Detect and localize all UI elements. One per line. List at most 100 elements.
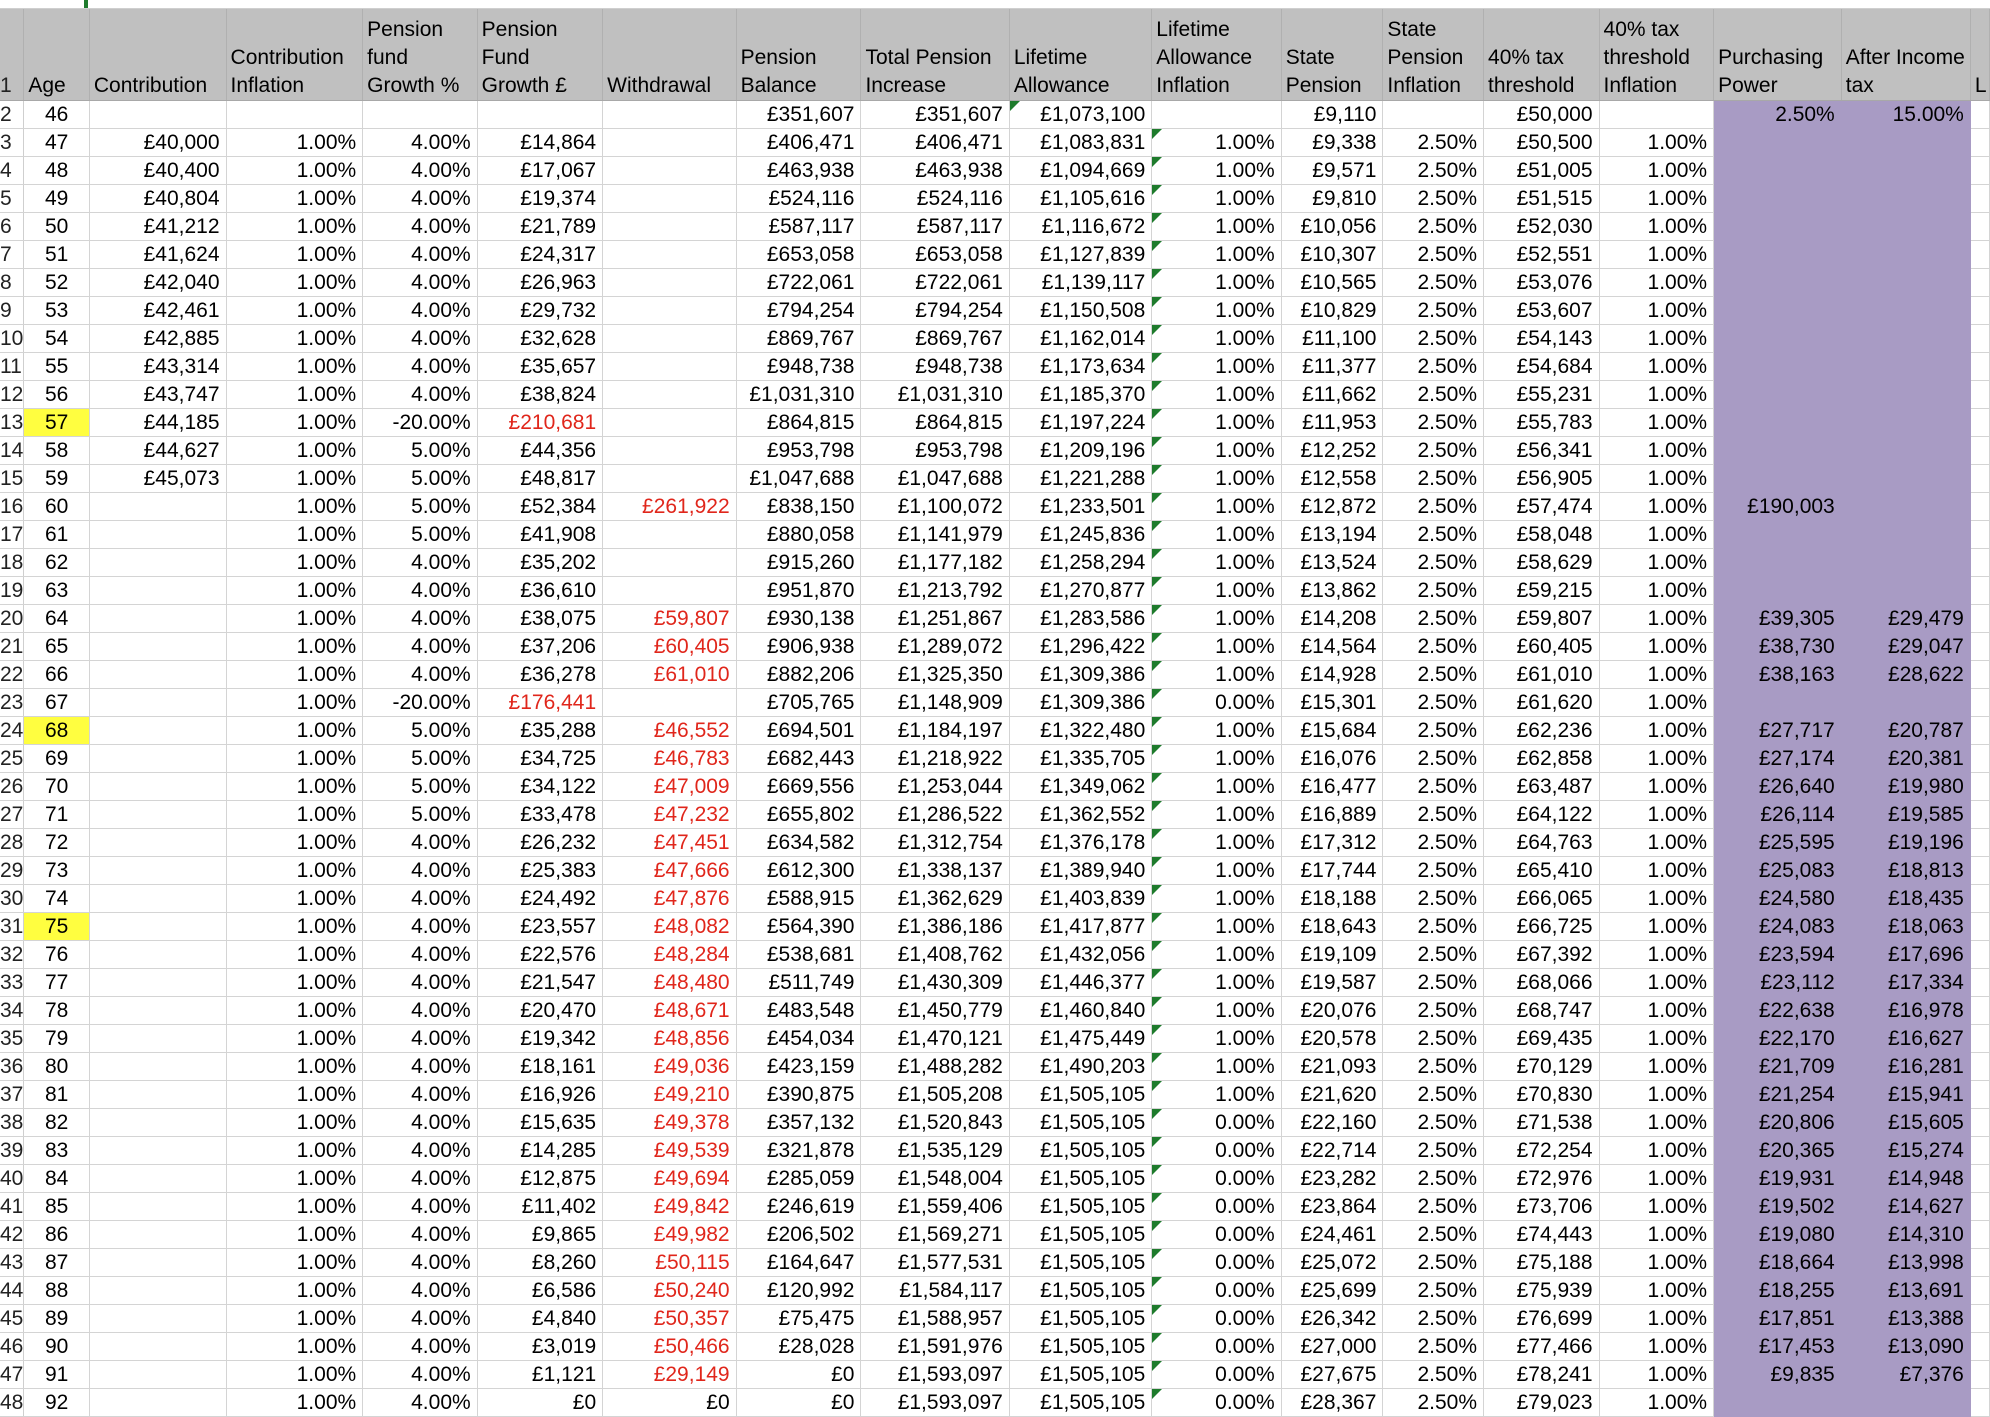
- cell-lifetime-allowance[interactable]: £1,505,105: [1009, 1248, 1153, 1277]
- cell-purchasing-power[interactable]: £18,255: [1713, 1276, 1842, 1305]
- cell-purchasing-power[interactable]: £24,580: [1713, 884, 1842, 913]
- cell-total-pension-increase[interactable]: £1,535,129: [860, 1136, 1010, 1165]
- cell-state-pension-inflation[interactable]: 2.50%: [1382, 576, 1485, 605]
- cell-pension-balance[interactable]: £951,870: [736, 576, 862, 605]
- cell-contribution-inflation[interactable]: 1.00%: [226, 940, 364, 969]
- cell-fund-growth-gbp[interactable]: £15,635: [477, 1108, 604, 1137]
- cell-total-pension-increase[interactable]: £1,338,137: [860, 856, 1010, 885]
- cell-age[interactable]: 71: [23, 800, 90, 829]
- cell-lifetime-allowance[interactable]: £1,389,940: [1009, 856, 1153, 885]
- cell-contribution[interactable]: [89, 912, 227, 941]
- cell-pension-balance[interactable]: £880,058: [736, 520, 862, 549]
- cell-contribution-inflation[interactable]: 1.00%: [226, 324, 364, 353]
- cell-state-pension-inflation[interactable]: 2.50%: [1382, 324, 1485, 353]
- cell-total-pension-increase[interactable]: £1,325,350: [860, 660, 1010, 689]
- cell-fund-growth-pct[interactable]: 4.00%: [362, 128, 478, 157]
- cell-lifetime-allowance[interactable]: £1,270,877: [1009, 576, 1153, 605]
- row-number[interactable]: 30: [0, 884, 25, 913]
- cell-purchasing-power[interactable]: [1713, 296, 1842, 325]
- cell-contribution[interactable]: £41,624: [89, 240, 227, 269]
- cell-withdrawal[interactable]: £50,115: [602, 1248, 737, 1277]
- row-number[interactable]: 6: [0, 212, 25, 241]
- cell-tax-threshold-inflation[interactable]: 1.00%: [1599, 1388, 1715, 1417]
- cell-pension-balance[interactable]: £705,765: [736, 688, 862, 717]
- cell-tax-threshold[interactable]: £59,215: [1483, 576, 1600, 605]
- cell-pension-balance[interactable]: £1,031,310: [736, 380, 862, 409]
- cell-tax-threshold[interactable]: £79,023: [1483, 1388, 1600, 1417]
- cell-lifetime-allowance-inflation[interactable]: 1.00%: [1151, 1080, 1282, 1109]
- cell-pension-balance[interactable]: £0: [736, 1360, 862, 1389]
- cell-total-pension-increase[interactable]: £653,058: [860, 240, 1010, 269]
- cell-extra[interactable]: [1970, 1332, 1990, 1361]
- cell-lifetime-allowance-inflation[interactable]: 1.00%: [1151, 212, 1282, 241]
- row-number[interactable]: 8: [0, 268, 25, 297]
- cell-lifetime-allowance-inflation[interactable]: 1.00%: [1151, 380, 1282, 409]
- cell-withdrawal[interactable]: [602, 240, 737, 269]
- cell-withdrawal[interactable]: £61,010: [602, 660, 737, 689]
- cell-contribution-inflation[interactable]: 1.00%: [226, 1388, 364, 1417]
- row-number[interactable]: 22: [0, 660, 25, 689]
- cell-state-pension-inflation[interactable]: 2.50%: [1382, 520, 1485, 549]
- row-number[interactable]: 46: [0, 1332, 25, 1361]
- cell-fund-growth-gbp[interactable]: £25,383: [477, 856, 604, 885]
- cell-withdrawal[interactable]: £47,451: [602, 828, 737, 857]
- cell-lifetime-allowance-inflation[interactable]: 0.00%: [1151, 1304, 1282, 1333]
- cell-purchasing-power[interactable]: [1713, 520, 1842, 549]
- cell-purchasing-power[interactable]: [1713, 352, 1842, 381]
- cell-after-income-tax[interactable]: £14,948: [1841, 1164, 1971, 1193]
- cell-extra[interactable]: [1970, 324, 1990, 353]
- cell-purchasing-power[interactable]: £19,502: [1713, 1192, 1842, 1221]
- cell-purchasing-power[interactable]: [1713, 436, 1842, 465]
- cell-age[interactable]: 47: [23, 128, 90, 157]
- cell-pension-balance[interactable]: £28,028: [736, 1332, 862, 1361]
- cell-age[interactable]: 79: [23, 1024, 90, 1053]
- cell-after-income-tax[interactable]: [1841, 548, 1971, 577]
- cell-contribution-inflation[interactable]: 1.00%: [226, 576, 364, 605]
- cell-fund-growth-gbp[interactable]: £24,317: [477, 240, 604, 269]
- cell-purchasing-power[interactable]: £38,730: [1713, 632, 1842, 661]
- column-header-lifetime-allowance[interactable]: Lifetime Allowance: [1009, 0, 1153, 101]
- cell-lifetime-allowance[interactable]: £1,505,105: [1009, 1080, 1153, 1109]
- cell-tax-threshold-inflation[interactable]: 1.00%: [1599, 1332, 1715, 1361]
- cell-tax-threshold[interactable]: £68,747: [1483, 996, 1600, 1025]
- cell-pension-balance[interactable]: £882,206: [736, 660, 862, 689]
- cell-age[interactable]: 78: [23, 996, 90, 1025]
- cell-age[interactable]: 92: [23, 1388, 90, 1417]
- cell-age[interactable]: 81: [23, 1080, 90, 1109]
- cell-after-income-tax[interactable]: £14,627: [1841, 1192, 1971, 1221]
- cell-tax-threshold[interactable]: £60,405: [1483, 632, 1600, 661]
- cell-state-pension[interactable]: £19,587: [1281, 968, 1384, 997]
- cell-total-pension-increase[interactable]: £1,251,867: [860, 604, 1010, 633]
- cell-withdrawal[interactable]: £49,694: [602, 1164, 737, 1193]
- cell-lifetime-allowance[interactable]: £1,349,062: [1009, 772, 1153, 801]
- cell-extra[interactable]: [1970, 1220, 1990, 1249]
- cell-fund-growth-pct[interactable]: 4.00%: [362, 1332, 478, 1361]
- cell-withdrawal[interactable]: £29,149: [602, 1360, 737, 1389]
- cell-lifetime-allowance[interactable]: £1,432,056: [1009, 940, 1153, 969]
- cell-contribution[interactable]: [89, 576, 227, 605]
- cell-withdrawal[interactable]: £49,539: [602, 1136, 737, 1165]
- cell-age[interactable]: 64: [23, 604, 90, 633]
- cell-tax-threshold[interactable]: £61,010: [1483, 660, 1600, 689]
- cell-extra[interactable]: [1970, 408, 1990, 437]
- cell-contribution[interactable]: [89, 520, 227, 549]
- cell-age[interactable]: 55: [23, 352, 90, 381]
- cell-age[interactable]: 48: [23, 156, 90, 185]
- cell-tax-threshold[interactable]: £69,435: [1483, 1024, 1600, 1053]
- cell-contribution[interactable]: [89, 1360, 227, 1389]
- cell-purchasing-power[interactable]: 2.50%: [1713, 100, 1842, 129]
- cell-state-pension[interactable]: £17,744: [1281, 856, 1384, 885]
- cell-withdrawal[interactable]: [602, 380, 737, 409]
- cell-tax-threshold-inflation[interactable]: 1.00%: [1599, 184, 1715, 213]
- cell-tax-threshold-inflation[interactable]: 1.00%: [1599, 240, 1715, 269]
- cell-contribution-inflation[interactable]: 1.00%: [226, 1360, 364, 1389]
- cell-contribution-inflation[interactable]: 1.00%: [226, 1080, 364, 1109]
- cell-fund-growth-gbp[interactable]: £34,725: [477, 744, 604, 773]
- cell-withdrawal[interactable]: £46,552: [602, 716, 737, 745]
- cell-fund-growth-gbp[interactable]: £8,260: [477, 1248, 604, 1277]
- cell-fund-growth-pct[interactable]: 4.00%: [362, 884, 478, 913]
- cell-state-pension[interactable]: £11,377: [1281, 352, 1384, 381]
- cell-fund-growth-gbp[interactable]: £14,285: [477, 1136, 604, 1165]
- cell-lifetime-allowance-inflation[interactable]: 0.00%: [1151, 1136, 1282, 1165]
- cell-contribution-inflation[interactable]: 1.00%: [226, 828, 364, 857]
